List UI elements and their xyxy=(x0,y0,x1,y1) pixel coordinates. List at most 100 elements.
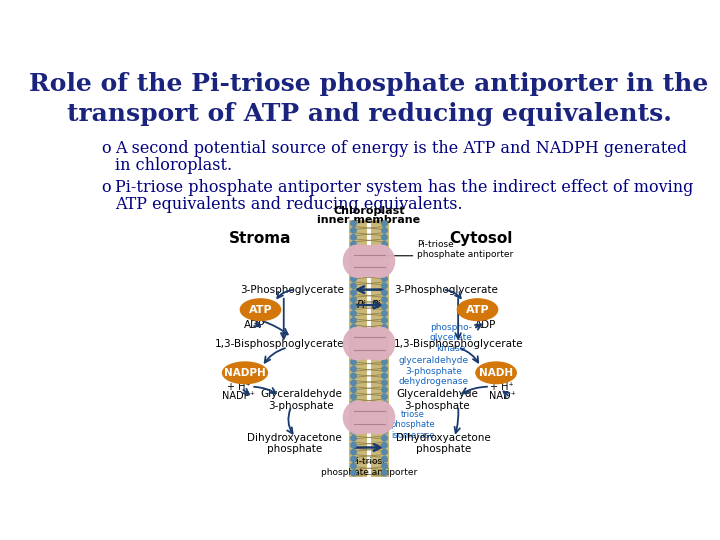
Text: Dihydroxyacetone
phosphate: Dihydroxyacetone phosphate xyxy=(396,433,491,455)
Text: Glyceraldehyde
3-phosphate: Glyceraldehyde 3-phosphate xyxy=(260,389,342,410)
Circle shape xyxy=(351,456,356,462)
Text: Cytosol: Cytosol xyxy=(450,231,513,246)
Circle shape xyxy=(351,221,356,226)
Circle shape xyxy=(351,241,356,247)
Circle shape xyxy=(382,463,387,469)
Circle shape xyxy=(351,353,356,358)
Circle shape xyxy=(351,422,356,427)
Circle shape xyxy=(382,456,387,462)
Circle shape xyxy=(351,359,356,364)
Text: Pi-triose phosphate antiporter system has the indirect effect of moving: Pi-triose phosphate antiporter system ha… xyxy=(114,179,693,196)
Text: o: o xyxy=(101,140,110,157)
Ellipse shape xyxy=(365,401,395,434)
Circle shape xyxy=(351,290,356,295)
Circle shape xyxy=(351,387,356,393)
Text: Pi: Pi xyxy=(357,300,366,310)
Text: ADP: ADP xyxy=(243,320,265,330)
FancyBboxPatch shape xyxy=(352,402,386,433)
Circle shape xyxy=(382,394,387,400)
Circle shape xyxy=(382,318,387,323)
Circle shape xyxy=(382,290,387,295)
Text: in chloroplast.: in chloroplast. xyxy=(114,157,232,174)
Circle shape xyxy=(351,255,356,261)
Circle shape xyxy=(382,276,387,281)
Text: Pi: Pi xyxy=(372,300,381,310)
Text: NADPH: NADPH xyxy=(224,368,266,378)
Text: Pi: Pi xyxy=(357,414,366,424)
Text: Pi: Pi xyxy=(372,414,381,424)
Ellipse shape xyxy=(476,362,516,383)
Ellipse shape xyxy=(240,299,281,320)
Circle shape xyxy=(382,415,387,420)
Circle shape xyxy=(351,346,356,351)
Text: ATP equivalents and reducing equivalents.: ATP equivalents and reducing equivalents… xyxy=(114,195,462,213)
Text: o: o xyxy=(101,179,110,196)
Circle shape xyxy=(382,366,387,372)
Circle shape xyxy=(382,380,387,386)
Circle shape xyxy=(382,332,387,337)
Text: ATP: ATP xyxy=(248,305,272,315)
Circle shape xyxy=(382,325,387,330)
Ellipse shape xyxy=(365,327,395,360)
Circle shape xyxy=(382,241,387,247)
Text: inner membrane: inner membrane xyxy=(318,215,420,225)
Circle shape xyxy=(351,262,356,268)
Circle shape xyxy=(351,408,356,413)
Circle shape xyxy=(351,311,356,316)
Circle shape xyxy=(351,234,356,240)
Circle shape xyxy=(351,415,356,420)
Circle shape xyxy=(351,436,356,441)
Circle shape xyxy=(351,269,356,275)
Circle shape xyxy=(382,422,387,427)
Text: 3-Phosphoglycerate: 3-Phosphoglycerate xyxy=(240,285,344,295)
Circle shape xyxy=(351,297,356,302)
Ellipse shape xyxy=(343,245,373,278)
Circle shape xyxy=(382,442,387,448)
Text: ATP: ATP xyxy=(466,305,490,315)
Circle shape xyxy=(382,373,387,379)
Circle shape xyxy=(382,401,387,406)
Circle shape xyxy=(382,339,387,344)
Circle shape xyxy=(351,283,356,288)
Circle shape xyxy=(351,325,356,330)
Text: NADP⁺: NADP⁺ xyxy=(222,391,255,401)
Text: Chloroplast: Chloroplast xyxy=(333,206,405,215)
Text: 3-Phosphoglycerate: 3-Phosphoglycerate xyxy=(394,285,498,295)
Text: Pi-triose
phosphate antiporter: Pi-triose phosphate antiporter xyxy=(321,457,417,477)
Ellipse shape xyxy=(222,362,267,383)
Text: glyceraldehyde
3-phosphate
dehydrogenase: glyceraldehyde 3-phosphate dehydrogenase xyxy=(398,356,469,386)
FancyBboxPatch shape xyxy=(352,328,386,359)
Circle shape xyxy=(382,255,387,261)
Text: Glyceraldehyde
3-phosphate: Glyceraldehyde 3-phosphate xyxy=(396,389,478,410)
Text: A second potential source of energy is the ATP and NADPH generated: A second potential source of energy is t… xyxy=(114,140,687,157)
Ellipse shape xyxy=(343,327,373,360)
Text: + H⁺: + H⁺ xyxy=(490,382,514,392)
Ellipse shape xyxy=(365,245,395,278)
Text: Pi-triose
phosphate antiporter: Pi-triose phosphate antiporter xyxy=(417,240,513,259)
Circle shape xyxy=(382,429,387,434)
Text: Role of the Pi-triose phosphate antiporter in the: Role of the Pi-triose phosphate antiport… xyxy=(30,72,708,97)
Text: Dihydroxyacetone
phosphate: Dihydroxyacetone phosphate xyxy=(247,433,342,455)
Circle shape xyxy=(382,408,387,413)
Ellipse shape xyxy=(457,299,498,320)
Circle shape xyxy=(382,353,387,358)
Circle shape xyxy=(351,366,356,372)
Text: ADP: ADP xyxy=(474,320,496,330)
Circle shape xyxy=(351,318,356,323)
Circle shape xyxy=(382,359,387,364)
Text: 1,3-Bisphosphoglycerate: 1,3-Bisphosphoglycerate xyxy=(215,339,344,348)
Circle shape xyxy=(351,429,356,434)
Circle shape xyxy=(351,373,356,379)
Circle shape xyxy=(382,387,387,393)
Circle shape xyxy=(382,311,387,316)
Circle shape xyxy=(382,262,387,268)
Text: phospho-
glycerate
kinase: phospho- glycerate kinase xyxy=(429,323,472,353)
Circle shape xyxy=(351,380,356,386)
Text: NADH: NADH xyxy=(479,368,513,378)
Circle shape xyxy=(382,346,387,351)
Circle shape xyxy=(382,234,387,240)
Circle shape xyxy=(351,401,356,406)
Circle shape xyxy=(382,228,387,233)
Text: triose
phosphate
isomerase: triose phosphate isomerase xyxy=(391,410,436,440)
Circle shape xyxy=(351,442,356,448)
